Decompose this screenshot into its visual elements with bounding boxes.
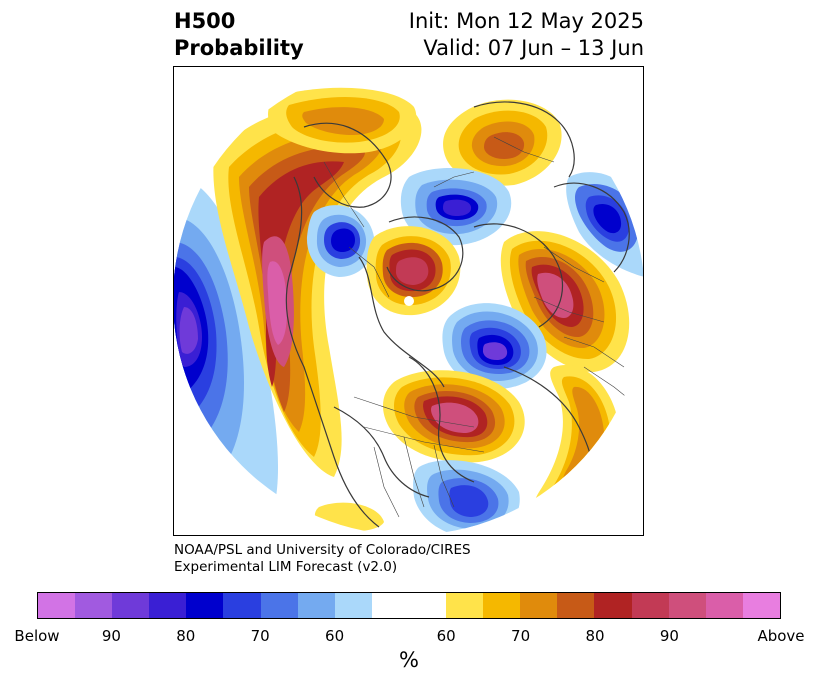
- red-anomaly-greenland: [366, 226, 461, 316]
- credit-line-1: NOAA/PSL and University of Colorado/CIRE…: [174, 542, 471, 558]
- map-panel: [173, 66, 644, 536]
- probability-colorbar: [37, 592, 781, 619]
- colorbar-tick-label: 80: [585, 627, 605, 645]
- title-variable: H500: [174, 9, 236, 33]
- title-field: Probability: [174, 36, 304, 60]
- colorbar-tick-label: 80: [176, 627, 196, 645]
- colorbar-tick-label: 60: [436, 627, 456, 645]
- map-title: H500 Probability: [174, 8, 304, 62]
- init-date: Init: Mon 12 May 2025: [408, 9, 644, 33]
- valid-range: Valid: 07 Jun – 13 Jun: [423, 36, 644, 60]
- credit-line-2: Experimental LIM Forecast (v2.0): [174, 559, 398, 575]
- orange-anomaly-alaska: [268, 87, 417, 154]
- blue-anomaly-southeast-us: [413, 460, 520, 535]
- colorbar-segment: [75, 593, 113, 618]
- colorbar-segment: [38, 593, 76, 618]
- colorbar-unit: %: [399, 648, 419, 672]
- orange-anomaly-siberia: [443, 99, 562, 186]
- colorbar-segment: [334, 593, 372, 618]
- colorbar-segment: [260, 593, 298, 618]
- colorbar-segment: [223, 593, 261, 618]
- political-borders: [323, 136, 640, 518]
- colorbar-segment: [297, 593, 335, 618]
- colorbar-segment: [149, 593, 187, 618]
- probability-map: [174, 67, 643, 535]
- blue-anomaly-atlantic: [442, 303, 547, 389]
- colorbar-tick-label: 70: [511, 627, 531, 645]
- colorbar-tick-label: Below: [14, 627, 60, 645]
- red-anomaly-eastern-canada: [382, 370, 525, 463]
- colorbar-segment: [483, 593, 521, 618]
- blue-anomaly-arctic: [400, 168, 512, 246]
- forecast-dates: Init: Mon 12 May 2025 Valid: 07 Jun – 13…: [409, 8, 644, 62]
- yellow-anomaly-west-atlantic: [513, 510, 545, 534]
- blue-anomaly-canada: [306, 205, 375, 277]
- colorbar-segment: [742, 593, 780, 618]
- colorbar-segment: [520, 593, 558, 618]
- colorbar-segment: [557, 593, 595, 618]
- red-anomaly-west-coast: [213, 101, 422, 477]
- colorbar-tick-label: 60: [325, 627, 345, 645]
- colorbar-tick-label: 90: [659, 627, 679, 645]
- red-anomaly-europe: [500, 231, 630, 372]
- colorbar-segment: [631, 593, 669, 618]
- colorbar-segment: [112, 593, 150, 618]
- credit-text: NOAA/PSL and University of Colorado/CIRE…: [174, 542, 471, 576]
- colorbar-segment: [705, 593, 743, 618]
- colorbar-segment: [186, 593, 224, 618]
- colorbar-tick-label: 90: [101, 627, 121, 645]
- colorbar-tick-label: Above: [757, 627, 805, 645]
- colorbar-tick-label: 70: [250, 627, 270, 645]
- colorbar-segment: [594, 593, 632, 618]
- colorbar-segment: [668, 593, 706, 618]
- colorbar-segment: [446, 593, 484, 618]
- colorbar-segment: [371, 593, 447, 618]
